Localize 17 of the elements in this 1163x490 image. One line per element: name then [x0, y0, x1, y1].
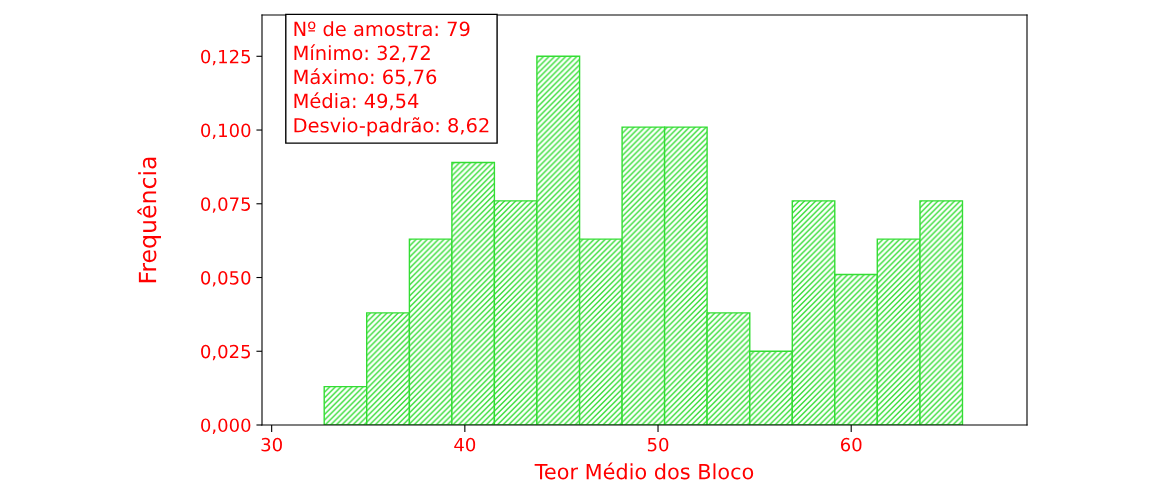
annotation: Média: 49,54	[294, 92, 419, 111]
y-tick-label: 0,000	[201, 418, 251, 434]
annotation: Nº de amostra: 79	[294, 21, 470, 37]
x-tick-label: 60	[840, 437, 862, 452]
y-tick-label: 0,075	[201, 197, 251, 213]
annotation: Desvio-padrão: 8,62	[294, 117, 489, 137]
y-tick-label: 0,025	[201, 344, 251, 361]
x-tick-label: 50	[647, 437, 669, 452]
x-tick-label: 30	[261, 437, 282, 452]
annotation: Mínimo: 32,72	[294, 44, 430, 63]
x-tick-label: 40	[454, 437, 476, 452]
y-tick-label: 0,100	[201, 123, 251, 139]
y-tick-label: 0,125	[201, 49, 251, 66]
y-axis-title: Frequência	[137, 157, 161, 283]
annotation: Máximo: 65,76	[294, 68, 437, 87]
y-tick-label: 0,050	[201, 270, 251, 287]
x-axis-title: Teor Médio dos Bloco	[534, 462, 754, 480]
